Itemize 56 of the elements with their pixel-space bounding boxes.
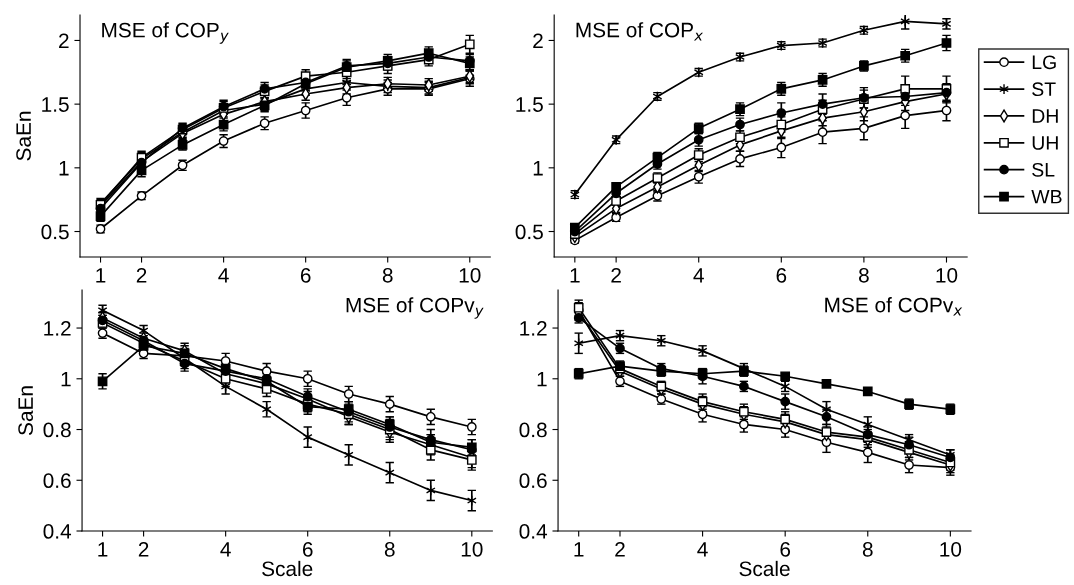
x-tick-label: 1 <box>574 542 584 557</box>
x-axis-title: Scale <box>262 560 313 577</box>
x-tick-label: 4 <box>693 268 704 283</box>
x-tick-label: 2 <box>136 267 147 283</box>
x-tick-label: 6 <box>300 267 311 283</box>
y-tick-label: 1.5 <box>42 97 69 112</box>
y-tick-label: 0.5 <box>515 224 543 240</box>
y-tick-label: 1 <box>537 372 547 387</box>
y-tick-label: 0.6 <box>519 473 547 489</box>
x-tick-label: 6 <box>780 541 791 557</box>
legend-label: ST <box>1032 82 1056 97</box>
x-tick-label: 1 <box>98 542 108 557</box>
x-tick-label: 8 <box>859 267 869 283</box>
chart-title: MSE of COPv$_{y}$ <box>346 297 484 319</box>
x-tick-label: 8 <box>382 267 393 283</box>
chart-title: MSE of COPv$_{x}$ <box>825 297 963 316</box>
y-tick-label: 0.4 <box>43 524 72 539</box>
y-tick-label: 1 <box>61 372 71 387</box>
x-tick-label: 4 <box>218 268 229 283</box>
y-tick-label: 0.8 <box>43 422 71 438</box>
x-tick-label: 10 <box>936 267 958 283</box>
y-tick-label: 1 <box>533 161 543 176</box>
x-axis-title: Scale <box>739 560 790 577</box>
x-tick-label: 4 <box>220 542 231 557</box>
legend-label: LG <box>1032 55 1056 70</box>
y-tick-label: 1.2 <box>520 321 547 336</box>
y-axis-title: SaEn <box>18 386 34 436</box>
x-tick-label: 1 <box>570 268 580 283</box>
y-tick-label: 0.6 <box>43 473 71 489</box>
y-axis-title: SaEn <box>16 111 31 161</box>
y-tick-label: 2 <box>59 33 69 48</box>
x-tick-label: 1 <box>96 268 106 283</box>
legend-label: DH <box>1032 109 1058 123</box>
x-tick-label: 2 <box>138 541 149 557</box>
chart-title: MSE of COP$_{y}$ <box>102 22 229 44</box>
legend-label: UH <box>1032 136 1058 150</box>
y-tick-label: 1 <box>59 161 69 176</box>
y-tick-label: 0.8 <box>519 422 547 438</box>
y-tick-label: 1.2 <box>44 321 71 336</box>
x-tick-label: 2 <box>611 267 621 283</box>
y-tick-label: 2 <box>533 33 543 48</box>
y-tick-label: 1.5 <box>516 97 543 112</box>
y-tick-label: 0.4 <box>519 524 548 539</box>
x-tick-label: 4 <box>697 542 708 557</box>
chart-title: MSE of COP$_{x}$ <box>576 22 704 41</box>
x-tick-label: 10 <box>461 541 483 557</box>
x-tick-label: 2 <box>615 541 625 557</box>
x-tick-label: 8 <box>862 541 873 557</box>
y-tick-label: 0.5 <box>41 224 69 240</box>
legend-label: SL <box>1032 162 1055 177</box>
x-tick-label: 10 <box>459 267 481 283</box>
legend-label: WB <box>1031 189 1062 204</box>
x-tick-label: 6 <box>776 267 787 283</box>
x-tick-label: 10 <box>940 541 962 557</box>
x-tick-label: 8 <box>384 541 395 557</box>
x-tick-label: 6 <box>302 541 313 557</box>
